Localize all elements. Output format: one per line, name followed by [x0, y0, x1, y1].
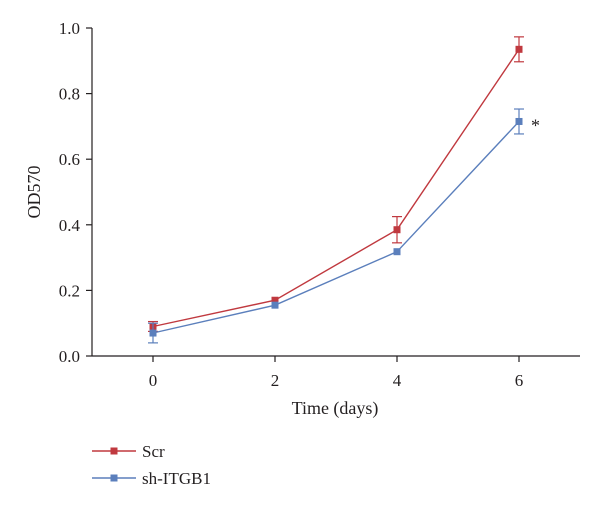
y-tick-label: 1.0: [59, 19, 80, 38]
y-tick-label: 0.2: [59, 281, 80, 300]
legend-marker: [110, 447, 118, 455]
legend-label: Scr: [142, 442, 165, 461]
data-point: [393, 248, 401, 256]
x-tick-label: 2: [271, 371, 280, 390]
significance-marker: *: [531, 115, 540, 135]
data-point: [149, 329, 157, 337]
annotations: *: [531, 115, 540, 135]
series-1: [148, 108, 524, 344]
x-axis-title: Time (days): [292, 398, 379, 419]
legend-item-0: Scr: [92, 442, 165, 461]
data-point: [393, 226, 401, 234]
data-point: [515, 45, 523, 53]
y-axis-title: OD570: [24, 166, 44, 219]
series-line: [152, 121, 520, 334]
legend: Scr sh-ITGB1: [92, 442, 211, 488]
data-point: [515, 117, 523, 125]
x-tick-label: 4: [393, 371, 402, 390]
series-line: [152, 48, 520, 328]
y-tick-label: 0.0: [59, 347, 80, 366]
series-0: [148, 36, 524, 332]
legend-item-1: sh-ITGB1: [92, 469, 211, 488]
x-tick-label: 6: [515, 371, 524, 390]
data-point: [271, 301, 279, 309]
plot-area: [148, 36, 524, 344]
y-tick-label: 0.4: [59, 216, 81, 235]
y-tick-label: 0.8: [59, 85, 80, 104]
x-ticks: 0 2 4 6: [149, 356, 524, 390]
axes: [91, 28, 580, 357]
x-tick-label: 0: [149, 371, 158, 390]
legend-label: sh-ITGB1: [142, 469, 211, 488]
y-tick-label: 0.6: [59, 150, 80, 169]
y-ticks: 0.0 0.2 0.4 0.6 0.8 1.0: [59, 19, 92, 366]
data-point: [271, 296, 279, 304]
legend-marker: [110, 474, 118, 482]
